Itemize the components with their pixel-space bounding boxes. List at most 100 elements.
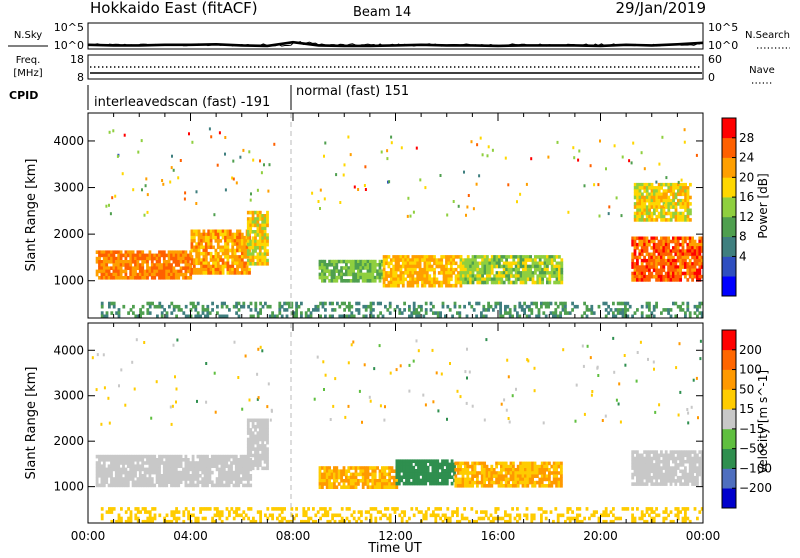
echo-cell	[457, 471, 460, 475]
echo-cell	[117, 254, 120, 258]
echo-cell	[694, 482, 697, 486]
echo-cell	[544, 274, 547, 278]
echo-cell	[154, 507, 157, 511]
echo-speckle	[678, 181, 680, 184]
echo-cell	[355, 279, 358, 283]
echo-speckle	[242, 149, 244, 152]
echo-cell	[684, 311, 687, 315]
echo-cell	[607, 514, 610, 518]
echo-cell	[264, 451, 267, 455]
echo-cell	[384, 514, 387, 518]
echo-cell	[209, 461, 212, 465]
echo-cell	[254, 243, 257, 247]
echo-cell	[262, 305, 265, 309]
echo-cell	[173, 474, 176, 478]
echo-cell	[259, 252, 262, 256]
echo-cell	[455, 255, 458, 259]
echo-cell	[665, 308, 668, 312]
echo-cell	[358, 302, 361, 306]
echo-cell	[689, 466, 692, 470]
echo-cell	[271, 311, 274, 315]
echo-cell	[533, 514, 536, 518]
echo-cell	[115, 477, 118, 481]
echo-cell	[125, 257, 128, 261]
echo-cell	[379, 479, 382, 483]
echo-cell	[139, 484, 142, 488]
echo-cell	[698, 272, 701, 276]
echo-cell	[672, 237, 675, 241]
echo-cell	[517, 265, 520, 269]
echo-cell	[141, 270, 144, 274]
echo-cell	[105, 471, 108, 475]
echo-cell	[376, 269, 379, 273]
echo-cell	[103, 455, 106, 459]
echo-cell	[672, 466, 675, 470]
echo-cell	[227, 233, 230, 237]
echo-cell	[696, 262, 699, 266]
echo-cell	[667, 253, 670, 257]
echo-cell	[321, 466, 324, 470]
echo-cell	[257, 463, 260, 467]
echo-cell	[288, 302, 291, 306]
echo-cell	[383, 268, 386, 272]
echo-cell	[242, 471, 245, 475]
echo-cell	[541, 274, 544, 278]
echo-cell	[641, 237, 644, 241]
echo-cell	[322, 305, 325, 309]
echo-cell	[187, 510, 190, 514]
echo-cell	[694, 454, 697, 458]
echo-cell	[643, 246, 646, 250]
echo-speckle	[323, 155, 325, 158]
echo-cell	[522, 484, 525, 488]
echo-cell	[641, 517, 644, 521]
echo-cell	[144, 510, 147, 514]
echo-cell	[230, 461, 233, 465]
echo-cell	[460, 255, 463, 259]
echo-cell	[486, 281, 489, 285]
echo-cell	[369, 260, 372, 264]
echo-cell	[675, 183, 678, 187]
echo-cell	[352, 279, 355, 283]
echo-cell	[379, 510, 382, 514]
echo-cell	[213, 484, 216, 488]
echo-cell	[180, 458, 183, 462]
echo-cell	[667, 272, 670, 276]
echo-cell	[650, 256, 653, 260]
echo-cell	[153, 254, 156, 258]
echo-cell	[235, 468, 238, 472]
echo-cell	[500, 478, 503, 482]
echo-cell	[371, 466, 374, 470]
echo-cell	[638, 457, 641, 461]
echo-cell	[694, 265, 697, 269]
echo-cell	[445, 284, 448, 288]
echo-cell	[259, 454, 262, 458]
echo-cell	[134, 455, 137, 459]
echo-cell	[491, 271, 494, 275]
echo-cell	[115, 464, 118, 468]
echo-cell	[641, 240, 644, 244]
echo-cell	[335, 266, 338, 270]
echo-cell	[674, 259, 677, 263]
echo-cell	[689, 259, 692, 263]
echo-cell	[634, 269, 637, 273]
echo-cell	[395, 274, 398, 278]
echo-cell	[139, 464, 142, 468]
echo-cell	[235, 471, 238, 475]
echo-cell	[221, 480, 224, 484]
echo-cell	[689, 470, 692, 474]
echo-cell	[556, 262, 559, 266]
echo-cell	[505, 258, 508, 262]
echo-cell	[178, 308, 181, 312]
echo-cell	[389, 302, 392, 306]
echo-cell	[182, 474, 185, 478]
velocity-echoes	[92, 337, 704, 524]
echo-cell	[122, 458, 125, 462]
echo-cell	[134, 276, 137, 280]
echo-cell	[210, 246, 213, 250]
echo-cell	[103, 263, 106, 267]
echo-cell	[211, 302, 214, 306]
echo-cell	[677, 275, 680, 279]
echo-cell	[665, 463, 668, 467]
echo-cell	[499, 302, 502, 306]
echo-cell	[103, 266, 106, 270]
